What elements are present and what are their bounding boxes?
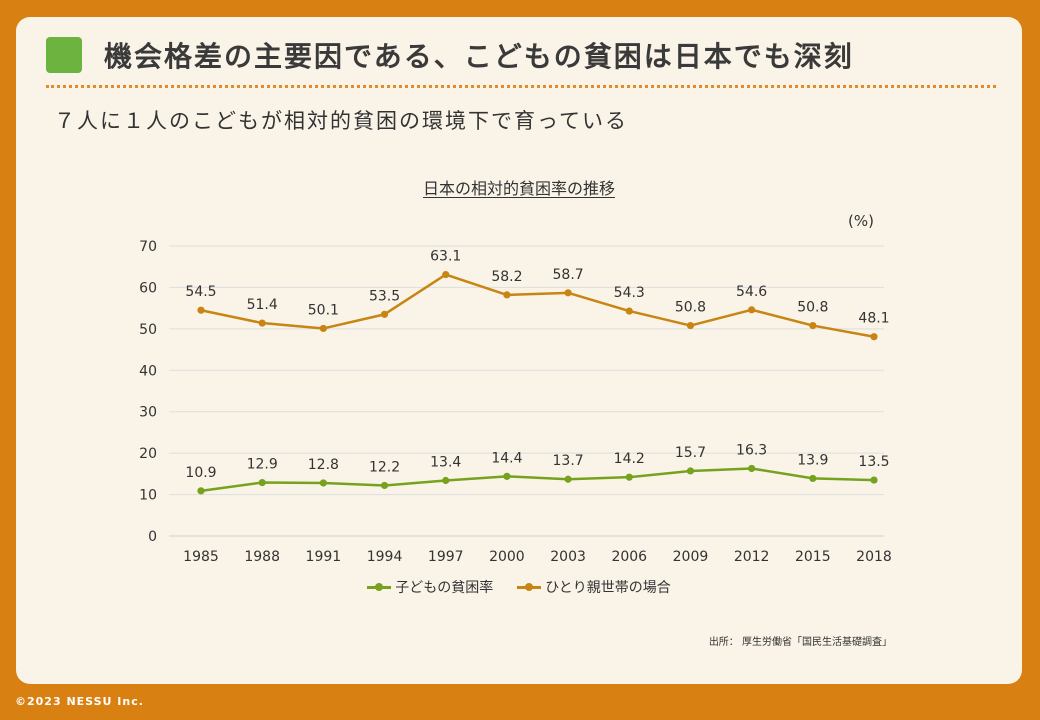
data-label: 13.5 <box>858 454 889 470</box>
data-label: 54.3 <box>614 285 645 301</box>
data-point <box>870 333 878 341</box>
x-tick-label: 1991 <box>306 549 342 565</box>
y-tick-label: 60 <box>139 280 157 296</box>
data-label: 12.8 <box>308 457 339 473</box>
legend-swatch-children <box>367 582 392 592</box>
x-tick-label: 2015 <box>795 549 831 565</box>
data-point <box>564 475 572 483</box>
x-tick-label: 2009 <box>673 549 709 565</box>
y-tick-label: 0 <box>148 529 157 545</box>
data-point <box>870 476 878 484</box>
data-label: 13.9 <box>797 452 828 468</box>
data-point <box>564 289 572 297</box>
data-label: 16.3 <box>736 442 767 458</box>
legend-label-children: 子どもの貧困率 <box>395 580 494 596</box>
data-point <box>380 310 389 318</box>
legend-item-children: 子どもの貧困率 <box>367 577 493 597</box>
x-tick-label: 2000 <box>489 549 525 565</box>
heading-marker <box>46 37 82 73</box>
data-label: 58.2 <box>491 269 522 285</box>
data-point <box>686 321 695 330</box>
data-point <box>625 473 633 481</box>
heading: 機会格差の主要因である、こどもの貧困は日本でも深刻 <box>46 35 854 75</box>
data-point <box>197 487 205 495</box>
content-card: 機会格差の主要因である、こどもの貧困は日本でも深刻 ７人に１人のこどもが相対的貧… <box>16 17 1022 684</box>
data-label: 15.7 <box>675 445 706 461</box>
data-label: 14.4 <box>491 450 522 466</box>
chart-title: 日本の相対的貧困率の推移 <box>422 179 615 198</box>
data-label: 10.9 <box>185 465 216 481</box>
data-label: 48.1 <box>858 311 889 327</box>
data-label: 12.9 <box>247 457 278 473</box>
x-tick-label: 1997 <box>428 549 464 565</box>
y-tick-label: 20 <box>139 446 157 462</box>
data-point <box>319 324 327 333</box>
page-title: 機会格差の主要因である、こどもの貧困は日本でも深刻 <box>104 40 854 73</box>
data-point <box>809 321 817 330</box>
x-tick-label: 2006 <box>611 549 647 565</box>
data-point <box>503 291 511 299</box>
data-label: 54.6 <box>736 284 767 300</box>
chart-legend: 子どもの貧困率 ひとり親世帯の場合 <box>16 577 1022 597</box>
data-label: 13.7 <box>553 453 584 469</box>
data-point <box>503 472 511 480</box>
series-line <box>200 467 875 493</box>
data-point <box>319 479 327 487</box>
copyright: ©2023 NESSU Inc. <box>15 695 144 708</box>
data-label: 50.8 <box>797 300 828 316</box>
data-point <box>197 306 205 314</box>
y-tick-label: 50 <box>139 322 157 338</box>
data-point <box>748 306 756 314</box>
source-note: 出所： 厚生労働省「国民生活基礎調査」 <box>708 637 892 648</box>
x-tick-label: 1994 <box>367 549 403 565</box>
data-label: 14.2 <box>614 451 645 467</box>
data-point <box>380 481 389 490</box>
data-point <box>442 270 450 279</box>
y-tick-label: 10 <box>139 488 157 504</box>
legend-swatch-single-parent <box>517 582 542 592</box>
data-point <box>258 478 266 487</box>
x-tick-label: 2003 <box>550 549 586 565</box>
page-subtitle: ７人に１人のこどもが相対的貧困の環境下で育っている <box>54 109 628 133</box>
data-label: 63.1 <box>430 249 461 265</box>
unit-label: (%) <box>848 212 874 230</box>
y-tick-label: 70 <box>139 239 157 255</box>
x-tick-label: 1985 <box>183 549 219 565</box>
data-point <box>686 467 695 475</box>
data-label: 51.4 <box>247 297 278 313</box>
data-point <box>625 307 633 315</box>
data-point <box>809 474 817 483</box>
data-label: 50.8 <box>675 300 706 316</box>
x-tick-label: 2018 <box>856 549 892 565</box>
data-label: 12.2 <box>369 459 400 475</box>
x-tick-label: 1988 <box>244 549 280 565</box>
y-tick-label: 30 <box>139 405 157 421</box>
data-label: 53.5 <box>369 288 400 304</box>
data-point <box>258 319 266 327</box>
line-chart: 0 10 20 30 40 50 60 70 1985 1988 1991 1994 1997 2000 2… <box>139 239 892 565</box>
data-label: 54.5 <box>185 284 216 300</box>
y-tick-label: 40 <box>139 363 157 379</box>
data-label: 50.1 <box>308 302 339 318</box>
data-label: 13.4 <box>430 454 461 470</box>
data-label: 58.7 <box>553 267 584 283</box>
legend-item-single-parent: ひとり親世帯の場合 <box>517 577 671 597</box>
legend-label-single-parent: ひとり親世帯の場合 <box>545 580 671 596</box>
dotted-divider <box>46 85 996 88</box>
x-tick-label: 2012 <box>734 549 770 565</box>
data-point <box>748 464 756 473</box>
data-point <box>442 476 450 485</box>
series-line <box>200 273 875 338</box>
